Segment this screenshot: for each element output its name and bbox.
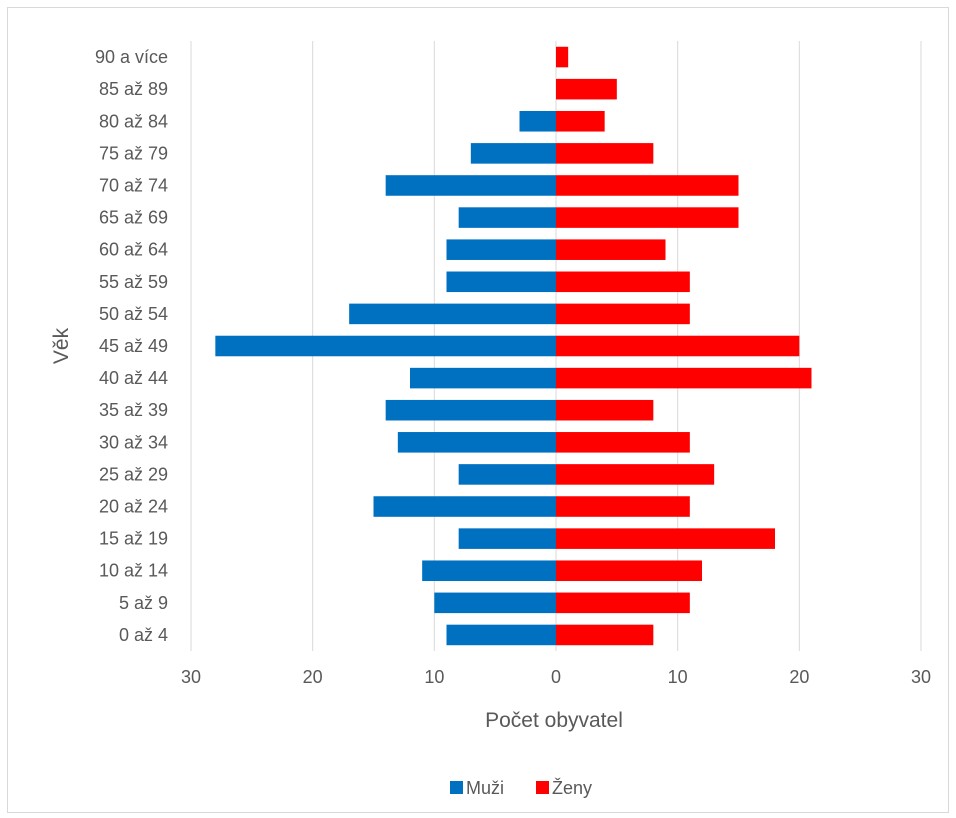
- bar-muzi-12: [446, 239, 556, 260]
- y-tick-label: 85 až 89: [99, 79, 168, 99]
- bar-muzi-3: [458, 528, 556, 549]
- bar-muzi-11: [446, 271, 556, 293]
- y-tick-label: 20 až 24: [99, 497, 168, 517]
- bar-zeny-1: [556, 592, 690, 614]
- bar-zeny-8: [556, 367, 812, 389]
- bar-muzi-13: [458, 207, 556, 228]
- bar-zeny-16: [556, 110, 605, 132]
- bar-zeny-13: [556, 207, 739, 228]
- bar-zeny-17: [556, 78, 617, 100]
- y-tick-label: 45 až 49: [99, 336, 168, 356]
- y-tick-label: 70 až 74: [99, 175, 168, 195]
- x-tick-label: 20: [303, 667, 323, 687]
- x-axis-title: Počet obyvatel: [485, 709, 623, 732]
- y-tick-label: 80 až 84: [99, 111, 168, 131]
- y-tick-label: 65 až 69: [99, 208, 168, 228]
- bar-muzi-8: [410, 367, 556, 389]
- bar-muzi-5: [458, 464, 556, 485]
- legend-swatch-zeny: [536, 781, 549, 794]
- y-tick-label: 50 až 54: [99, 304, 168, 324]
- y-tick-label: 40 až 44: [99, 368, 168, 388]
- x-tick-label: 20: [789, 667, 809, 687]
- y-tick-label: 15 až 19: [99, 529, 168, 549]
- bar-zeny-9: [556, 335, 800, 357]
- bar-zeny-15: [556, 143, 654, 164]
- bar-muzi-1: [434, 592, 556, 614]
- x-axis-ticks: 30 20 10 0 10 20 30: [181, 667, 931, 687]
- bar-muzi-14: [385, 175, 556, 196]
- bar-muzi-15: [470, 143, 556, 164]
- bar-muzi-6: [397, 432, 556, 453]
- bars: [215, 46, 812, 646]
- y-tick-label: 75 až 79: [99, 143, 168, 163]
- y-axis-ticks: 0 až 4 5 až 9 10 až 14 15 až 19 20 až 24 25 a…: [95, 47, 168, 645]
- x-tick-label: 10: [668, 667, 688, 687]
- x-tick-label: 0: [551, 667, 561, 687]
- bar-zeny-6: [556, 432, 690, 453]
- bar-muzi-10: [349, 303, 556, 325]
- bar-muzi-2: [422, 560, 556, 582]
- bar-muzi-4: [373, 496, 556, 517]
- bar-zeny-7: [556, 399, 654, 421]
- y-axis-title: Věk: [50, 327, 73, 364]
- x-tick-label: 10: [424, 667, 444, 687]
- bar-zeny-18: [556, 46, 569, 68]
- y-tick-label: 25 až 29: [99, 464, 168, 484]
- bar-muzi-16: [519, 110, 556, 132]
- y-tick-label: 5 až 9: [119, 593, 168, 613]
- bar-zeny-0: [556, 624, 654, 646]
- bar-muzi-0: [446, 624, 556, 646]
- y-tick-label: 55 až 59: [99, 272, 168, 292]
- bar-zeny-2: [556, 560, 702, 582]
- y-tick-label: 90 a více: [95, 47, 168, 67]
- legend-swatch-muzi: [450, 781, 463, 794]
- x-tick-label: 30: [181, 667, 201, 687]
- legend-label-zeny: Ženy: [552, 778, 592, 798]
- bar-zeny-4: [556, 496, 690, 517]
- legend-label-muzi: Muži: [466, 778, 504, 798]
- bar-zeny-14: [556, 175, 739, 196]
- y-tick-label: 60 až 64: [99, 240, 168, 260]
- y-tick-label: 10 až 14: [99, 561, 168, 581]
- legend: Muži Ženy: [450, 778, 592, 798]
- y-tick-label: 0 až 4: [119, 625, 168, 645]
- bar-zeny-5: [556, 464, 715, 485]
- bar-zeny-3: [556, 528, 775, 549]
- x-tick-label: 30: [911, 667, 931, 687]
- y-tick-label: 35 až 39: [99, 400, 168, 420]
- bar-muzi-9: [215, 335, 557, 357]
- bar-zeny-11: [556, 271, 690, 293]
- bar-muzi-7: [385, 399, 556, 421]
- bar-zeny-12: [556, 239, 666, 260]
- y-tick-label: 30 až 34: [99, 432, 168, 452]
- bar-zeny-10: [556, 303, 690, 325]
